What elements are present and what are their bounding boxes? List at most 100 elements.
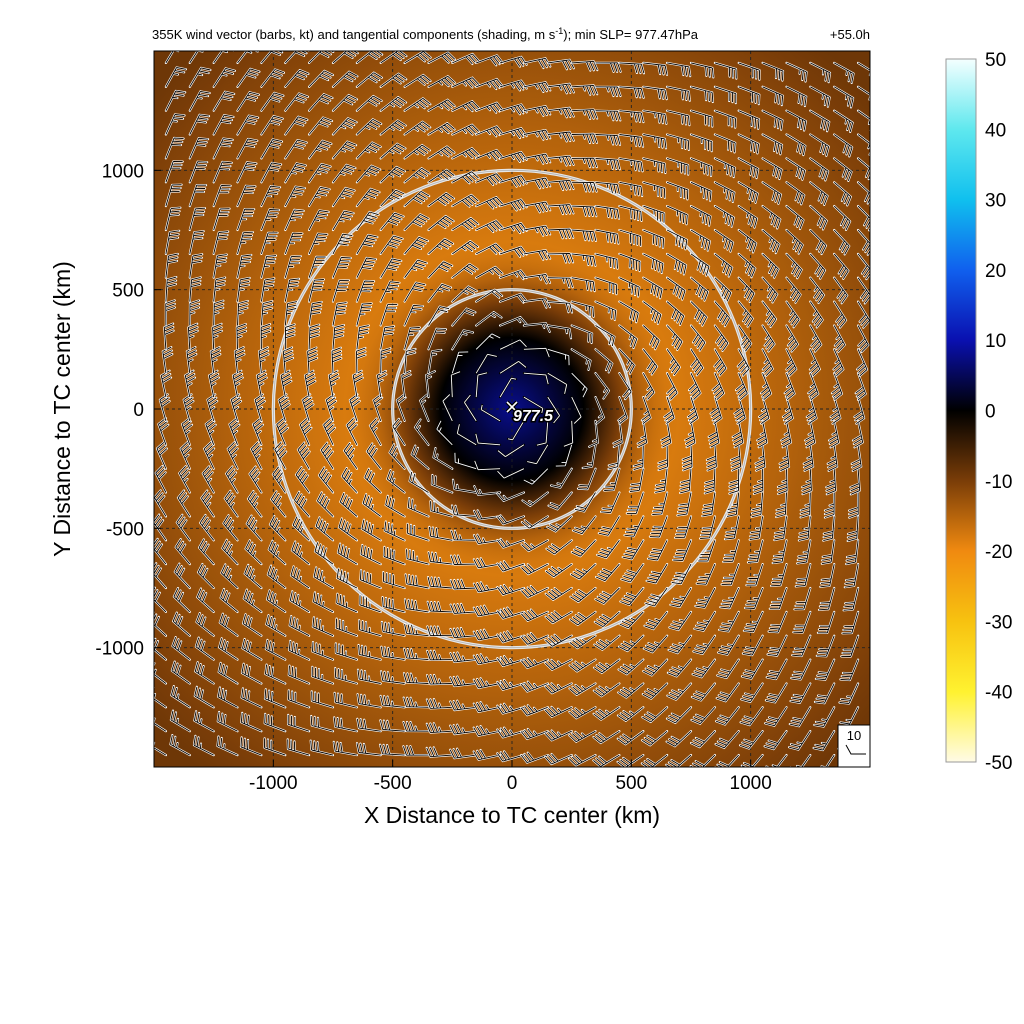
wind-barb bbox=[523, 322, 551, 332]
wind-barb bbox=[784, 373, 795, 401]
wind-barb bbox=[284, 255, 301, 278]
wind-barb bbox=[732, 420, 744, 448]
wind-barb bbox=[338, 518, 358, 541]
wind-barb bbox=[237, 254, 252, 278]
wind-barb bbox=[547, 301, 573, 313]
wind-barb bbox=[831, 373, 843, 401]
wind-barb bbox=[547, 277, 574, 288]
wind-barb bbox=[189, 161, 208, 183]
wind-barb bbox=[332, 94, 358, 112]
wind-barb bbox=[181, 417, 193, 445]
wind-barb bbox=[426, 626, 453, 637]
wind-barb bbox=[833, 205, 851, 231]
wind-barb bbox=[738, 277, 755, 303]
wind-barb bbox=[242, 614, 262, 637]
wind-barb bbox=[195, 637, 214, 660]
colorbar-tick-label: -10 bbox=[985, 472, 1012, 493]
wind-barb bbox=[165, 137, 184, 159]
wind-barb bbox=[764, 730, 787, 750]
wind-barb bbox=[601, 492, 620, 514]
wind-barb bbox=[198, 539, 215, 565]
wind-barb bbox=[268, 540, 286, 565]
wind-barb bbox=[404, 282, 426, 302]
wind-barb bbox=[850, 468, 861, 495]
wind-barb bbox=[823, 516, 835, 542]
wind-barb bbox=[404, 624, 429, 637]
wind-barb bbox=[213, 277, 226, 302]
wind-barb bbox=[323, 418, 336, 445]
wind-barb bbox=[497, 727, 525, 738]
wind-barb bbox=[714, 205, 735, 227]
wind-barb bbox=[170, 735, 191, 756]
wind-barb bbox=[593, 683, 620, 697]
wind-barb bbox=[788, 730, 811, 751]
wind-barb bbox=[260, 277, 275, 302]
wind-barb bbox=[595, 229, 619, 244]
wind-barb bbox=[433, 448, 453, 470]
wind-barb bbox=[786, 205, 804, 230]
wind-barb bbox=[571, 133, 598, 144]
wind-barb bbox=[473, 725, 501, 737]
wind-barb bbox=[523, 347, 550, 358]
y-tick-label: -500 bbox=[106, 519, 144, 540]
wind-barb bbox=[693, 635, 716, 655]
wind-barb bbox=[264, 738, 286, 756]
wind-barb bbox=[720, 587, 740, 609]
wind-barb bbox=[833, 62, 854, 83]
wind-barb bbox=[428, 328, 447, 350]
wind-barb bbox=[741, 754, 763, 767]
wind-barb bbox=[189, 114, 210, 135]
wind-barb bbox=[237, 185, 256, 207]
wind-barb bbox=[165, 299, 175, 326]
wind-barb bbox=[428, 122, 455, 135]
wind-barb bbox=[766, 754, 787, 767]
wind-barb bbox=[594, 611, 620, 627]
wind-barb bbox=[187, 323, 198, 350]
wind-barb bbox=[404, 121, 431, 135]
wind-barb bbox=[815, 659, 835, 681]
wind-barb bbox=[667, 659, 692, 677]
wind-barb bbox=[308, 186, 330, 207]
wind-barb bbox=[721, 563, 740, 586]
wind-barb bbox=[212, 323, 222, 350]
wind-barb bbox=[497, 444, 525, 457]
wind-barb bbox=[666, 229, 688, 250]
wind-barb bbox=[641, 730, 668, 746]
wind-barb bbox=[666, 754, 692, 767]
wind-barb bbox=[714, 277, 732, 302]
wind-barb bbox=[833, 86, 854, 108]
colorbar-tick-label: 0 bbox=[985, 402, 996, 423]
wind-barb bbox=[177, 490, 191, 517]
wind-barb bbox=[172, 612, 191, 637]
wind-barb bbox=[475, 243, 503, 255]
wind-barb bbox=[497, 703, 525, 714]
wind-barb bbox=[316, 492, 334, 517]
wind-barb bbox=[856, 349, 868, 377]
wind-barb bbox=[595, 157, 621, 170]
wind-barb bbox=[341, 467, 358, 493]
wind-barb bbox=[757, 420, 768, 448]
wind-barb bbox=[666, 372, 678, 400]
wind-barb bbox=[452, 100, 480, 112]
wind-barb bbox=[380, 96, 407, 112]
wind-barb bbox=[325, 394, 337, 422]
reference-barb-frame bbox=[837, 724, 871, 768]
wind-barb bbox=[332, 256, 351, 278]
wind-barb bbox=[356, 718, 381, 732]
x-tick-label: -1000 bbox=[249, 773, 298, 794]
wind-barb bbox=[798, 516, 811, 541]
wind-barb bbox=[828, 420, 840, 448]
wind-barb bbox=[738, 62, 760, 80]
wind-barb bbox=[646, 563, 668, 584]
wind-barb bbox=[312, 617, 334, 637]
wind-barb bbox=[284, 323, 295, 350]
wind-barb bbox=[857, 301, 870, 328]
wind-barb bbox=[714, 110, 736, 128]
wind-barb bbox=[779, 444, 790, 472]
wind-barb bbox=[642, 372, 655, 400]
wind-barb bbox=[547, 59, 575, 70]
wind-barb bbox=[569, 683, 596, 696]
colorbar: 50 40 30 20 10 0 -10 -20 -30 -40 -50 bbox=[945, 50, 1012, 774]
wind-barb bbox=[165, 114, 185, 135]
wind-barb bbox=[159, 394, 170, 422]
